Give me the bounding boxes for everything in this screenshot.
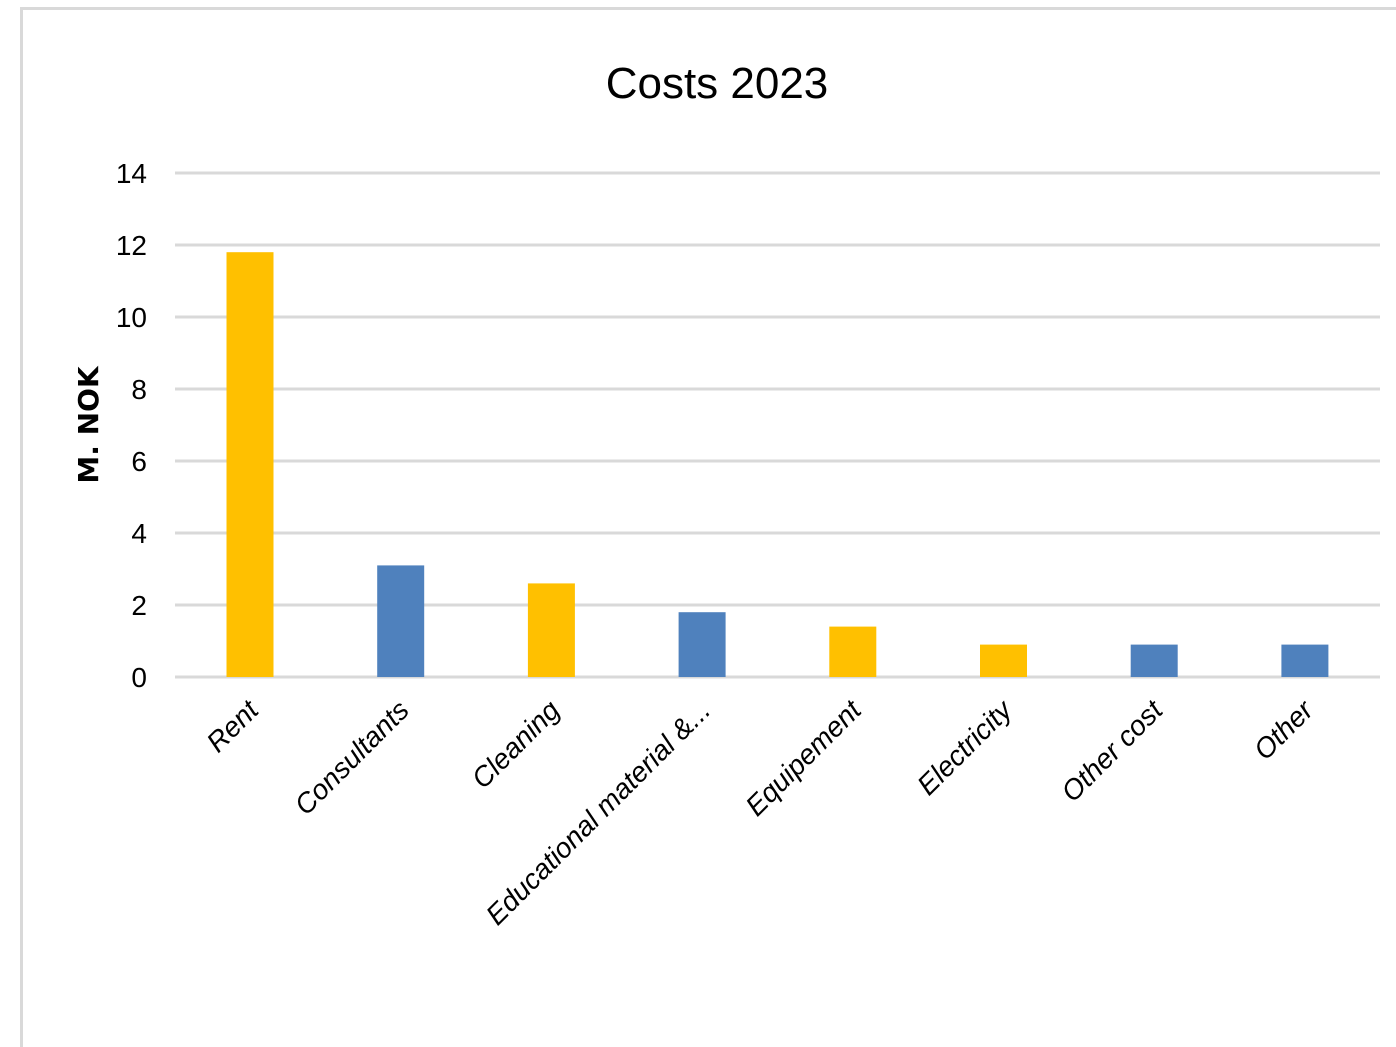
y-tick-label: 0 bbox=[131, 662, 147, 693]
y-tick-label: 2 bbox=[131, 590, 147, 621]
y-tick-label: 8 bbox=[131, 374, 147, 405]
category-label: Rent bbox=[200, 693, 265, 758]
y-tick-label: 12 bbox=[116, 230, 147, 261]
bar-cleaning bbox=[527, 583, 575, 677]
category-label: Equipement bbox=[739, 693, 867, 821]
bar-other-cost bbox=[1130, 644, 1178, 677]
chart-frame bbox=[20, 7, 1396, 1047]
chart-title: Costs 2023 bbox=[606, 59, 829, 108]
y-tick-label: 14 bbox=[116, 158, 147, 189]
bar-other bbox=[1281, 644, 1329, 677]
y-tick-label: 6 bbox=[131, 446, 147, 477]
category-label: Consultants bbox=[288, 694, 414, 820]
category-label: Other cost bbox=[1055, 693, 1169, 807]
bars bbox=[226, 252, 1329, 677]
category-label: Cleaning bbox=[466, 694, 566, 794]
y-axis-label: M. NOK bbox=[72, 365, 105, 483]
y-tick-label: 4 bbox=[131, 518, 147, 549]
category-label: Electricity bbox=[911, 693, 1019, 801]
bar-consultants bbox=[377, 565, 425, 677]
bar-electricity bbox=[980, 644, 1027, 677]
gridlines bbox=[175, 171, 1380, 679]
y-tick-label: 10 bbox=[116, 302, 147, 333]
bar-rent bbox=[226, 252, 274, 677]
bar-equipement bbox=[829, 626, 877, 677]
y-tick-labels: 0 2 4 6 8 10 12 14 bbox=[116, 158, 147, 693]
bar-educational-material bbox=[678, 612, 726, 677]
category-label: Other bbox=[1248, 693, 1321, 766]
